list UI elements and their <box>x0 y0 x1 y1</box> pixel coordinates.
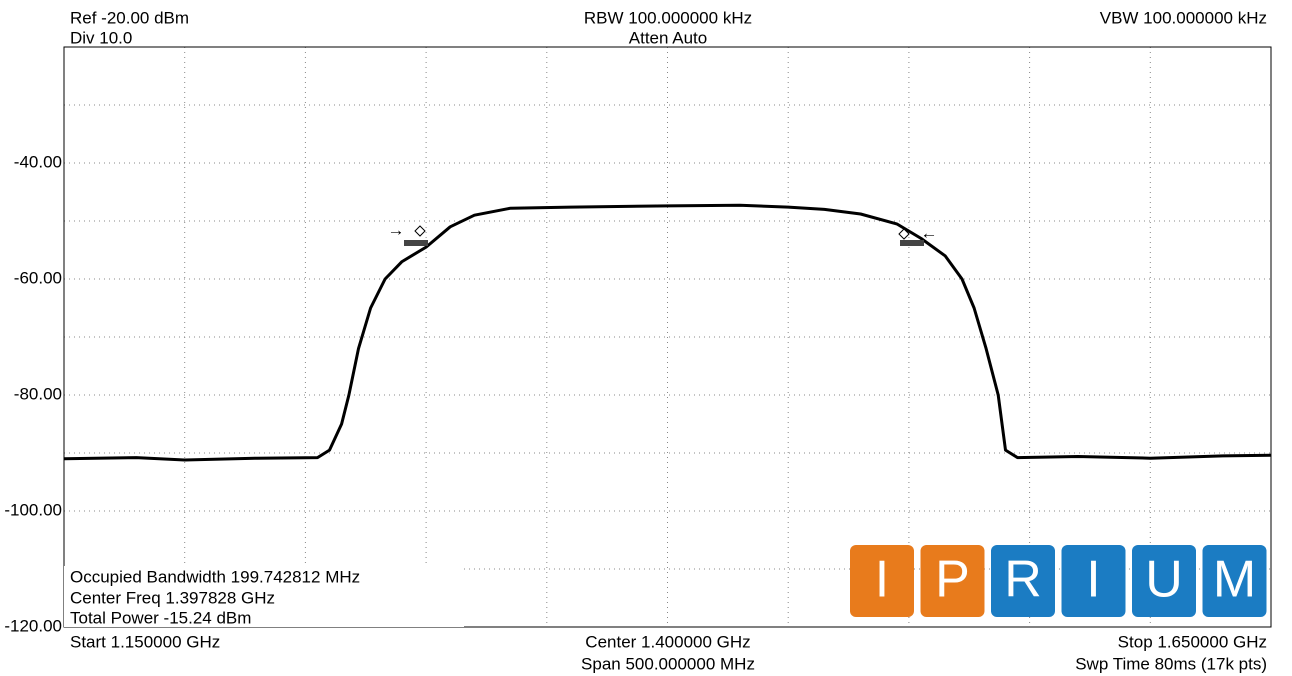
annotation: Center Freq 1.397828 GHz <box>70 588 275 607</box>
logo-tile <box>1061 545 1126 617</box>
logo-letter: I <box>1086 551 1100 609</box>
y-tick-label: -120.00 <box>4 616 62 635</box>
logo-letter: I <box>875 551 889 609</box>
logo-letter: U <box>1145 551 1183 609</box>
header-div: Div 10.0 <box>70 28 132 47</box>
trace <box>63 203 1272 462</box>
annotation-box <box>64 566 464 627</box>
marker-arrow: ← <box>921 223 938 242</box>
logo-letter: M <box>1213 551 1256 609</box>
logo-tile <box>1202 545 1267 617</box>
logo-tile <box>920 545 985 617</box>
header-ref: Ref -20.00 dBm <box>70 8 189 27</box>
marker-diamond <box>898 228 910 240</box>
marker-diamond <box>414 225 426 237</box>
marker-arrow: → <box>388 220 405 239</box>
logo-tile <box>991 545 1055 617</box>
footer-center: Center 1.400000 GHz <box>585 632 750 651</box>
header-atten: Atten Auto <box>629 28 707 47</box>
y-tick-label: -60.00 <box>14 268 62 287</box>
marker-bar <box>900 240 924 246</box>
header-vbw: VBW 100.000000 kHz <box>1100 8 1267 27</box>
footer-stop: Stop 1.650000 GHz <box>1118 632 1267 651</box>
y-tick-label: -40.00 <box>14 152 62 171</box>
annotation: Total Power -15.24 dBm <box>70 608 251 627</box>
annotation: Occupied Bandwidth 199.742812 MHz <box>70 567 360 586</box>
plot-frame <box>63 46 1272 628</box>
header-rbw: RBW 100.000000 kHz <box>584 8 752 27</box>
logo-tile <box>850 545 914 617</box>
footer-sweep: Swp Time 80ms (17k pts) <box>1075 654 1267 673</box>
logo-letter: R <box>1004 551 1042 609</box>
footer-start: Start 1.150000 GHz <box>70 632 220 651</box>
marker-bar <box>404 240 428 246</box>
y-tick-label: -100.00 <box>4 500 62 519</box>
logo-letter: P <box>935 551 970 609</box>
y-tick-label: -80.00 <box>14 384 62 403</box>
logo-tile <box>1132 545 1196 617</box>
obw-markers: → ← <box>388 220 938 246</box>
footer-span: Span 500.000000 MHz <box>581 654 755 673</box>
